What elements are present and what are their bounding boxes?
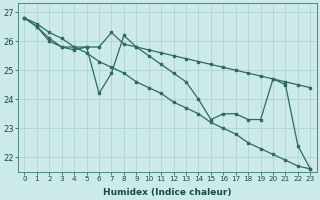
X-axis label: Humidex (Indice chaleur): Humidex (Indice chaleur) [103, 188, 232, 197]
